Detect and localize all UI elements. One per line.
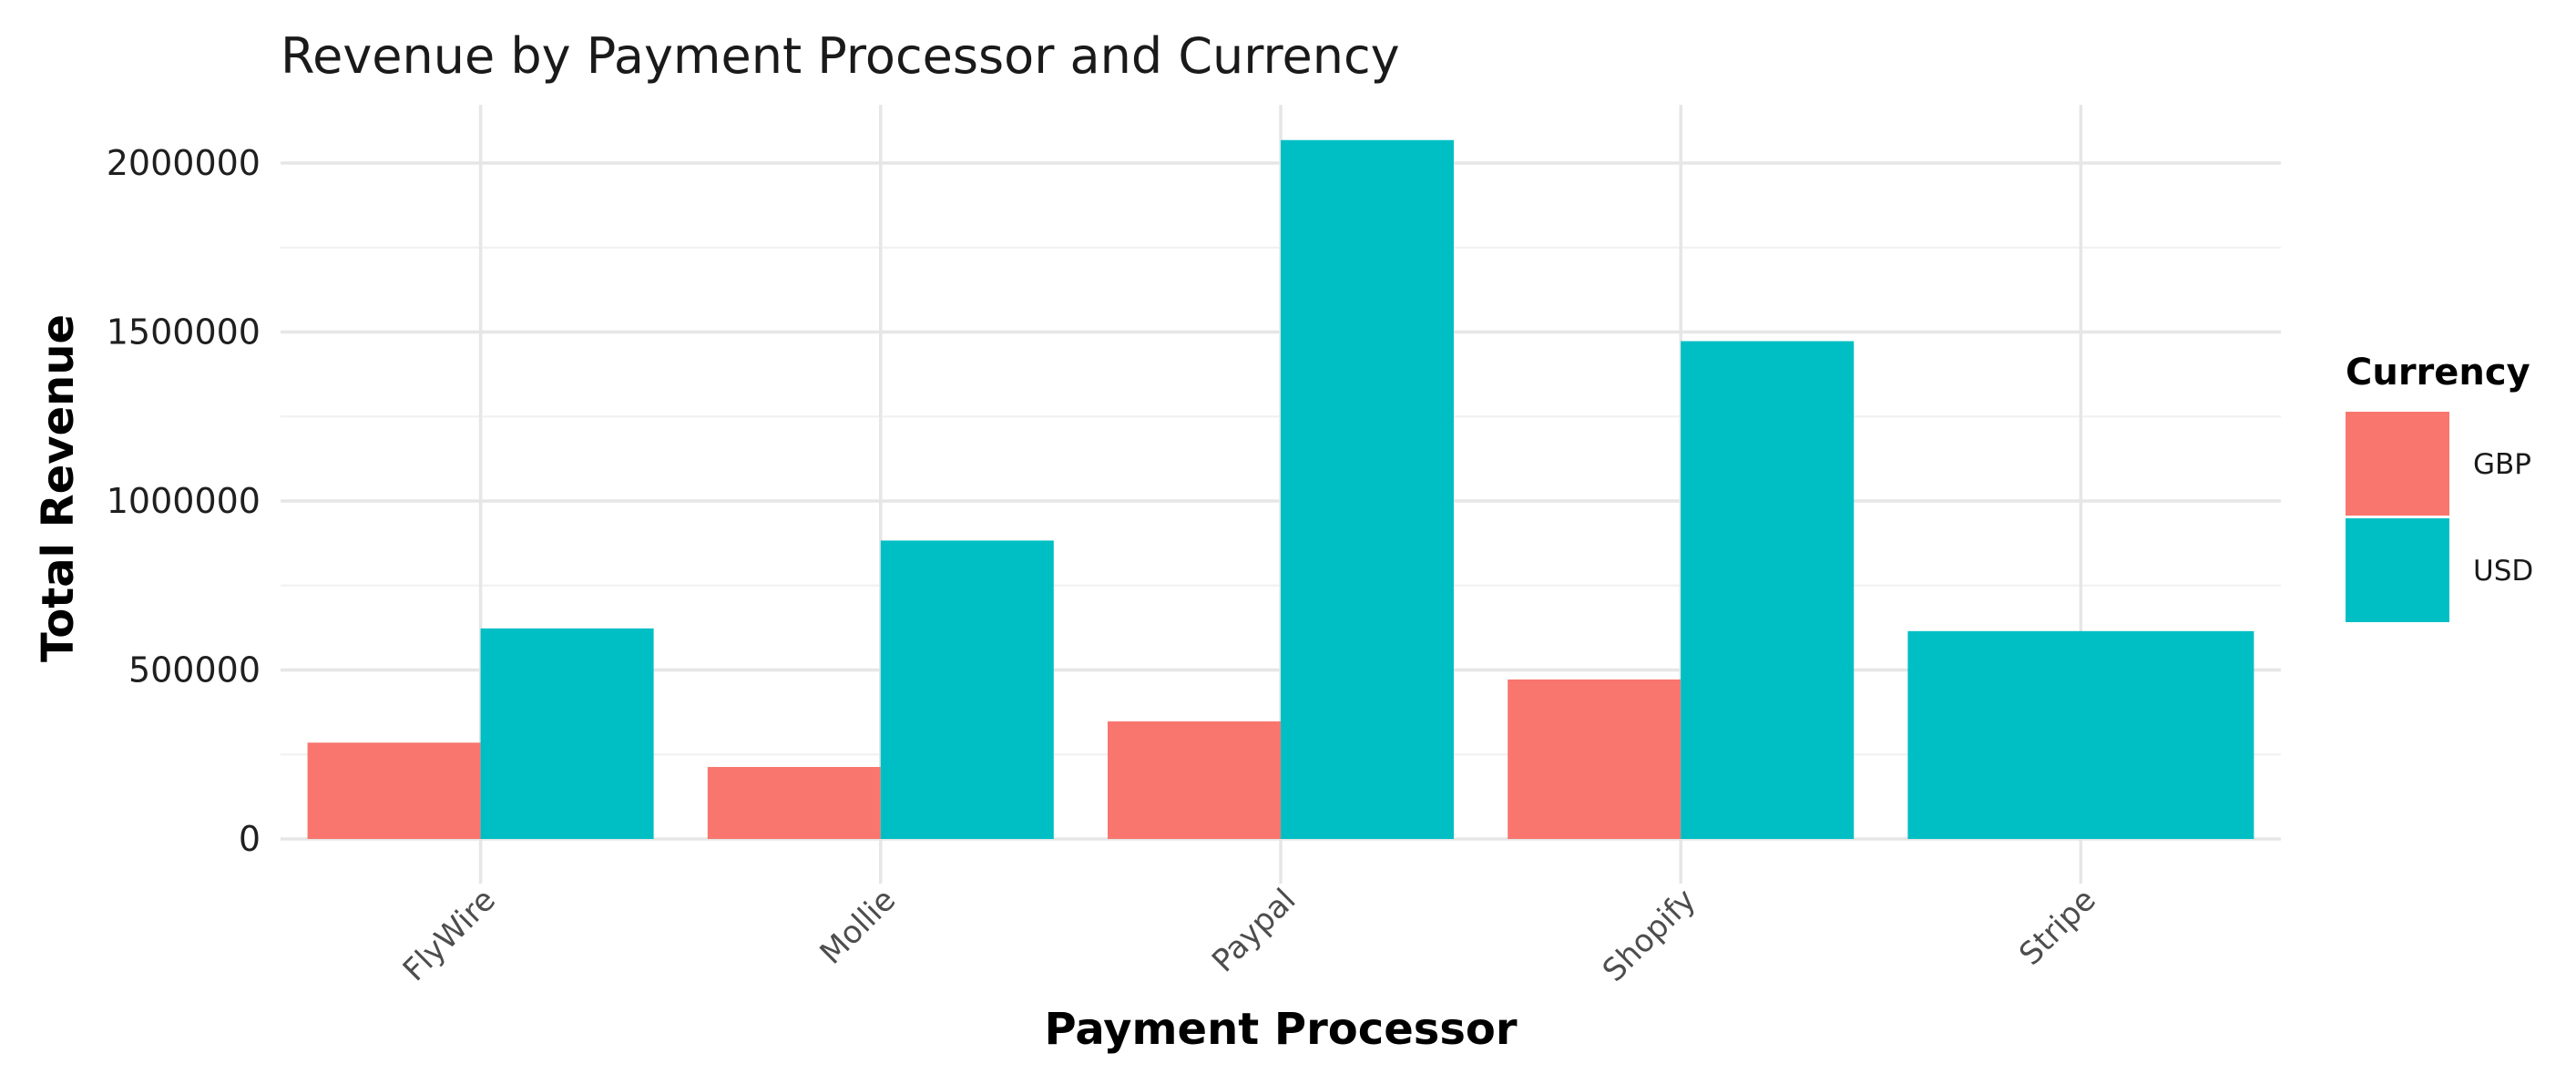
bars — [307, 139, 2254, 840]
y-tick-label: 0 — [239, 819, 261, 859]
x-tick-label: Paypal — [1205, 882, 1303, 979]
y-tick-label: 500000 — [128, 650, 261, 690]
bar-mollie-usd — [880, 540, 1054, 839]
x-tick-label: Shopify — [1596, 882, 1703, 989]
bar-shopify-gbp — [1508, 679, 1682, 839]
bar-flywire-usd — [480, 628, 654, 839]
legend-label-gbp: GBP — [2473, 448, 2531, 481]
legend-swatch-usd — [2346, 518, 2449, 622]
y-axis-title: Total Revenue — [33, 314, 84, 662]
x-axis-title: Payment Processor — [1044, 1004, 1517, 1055]
legend: Currency GBP USD — [2346, 352, 2533, 622]
legend-label-usd: USD — [2473, 555, 2533, 588]
x-tick-label: Stripe — [2012, 882, 2103, 973]
y-tick-label: 1000000 — [107, 481, 261, 521]
bar-paypal-gbp — [1108, 721, 1281, 839]
x-axis-ticks: FlyWire Mollie Paypal Shopify Stripe — [396, 882, 2103, 989]
y-tick-label: 2000000 — [107, 143, 261, 183]
legend-items: GBP USD — [2346, 412, 2533, 622]
y-tick-label: 1500000 — [107, 312, 261, 353]
bar-mollie-gbp — [707, 766, 881, 839]
bar-shopify-usd — [1681, 341, 1855, 840]
chart-title: Revenue by Payment Processor and Currenc… — [281, 27, 1400, 85]
x-tick-label: Mollie — [813, 882, 904, 972]
y-axis-ticks: 0 500000 1000000 1500000 2000000 — [107, 143, 261, 859]
bar-paypal-usd — [1281, 139, 1454, 840]
legend-title: Currency — [2346, 352, 2530, 394]
legend-swatch-gbp — [2346, 412, 2449, 516]
bar-flywire-gbp — [307, 742, 481, 839]
bar-stripe-usd — [1907, 630, 2254, 839]
x-tick-label: FlyWire — [396, 882, 503, 988]
